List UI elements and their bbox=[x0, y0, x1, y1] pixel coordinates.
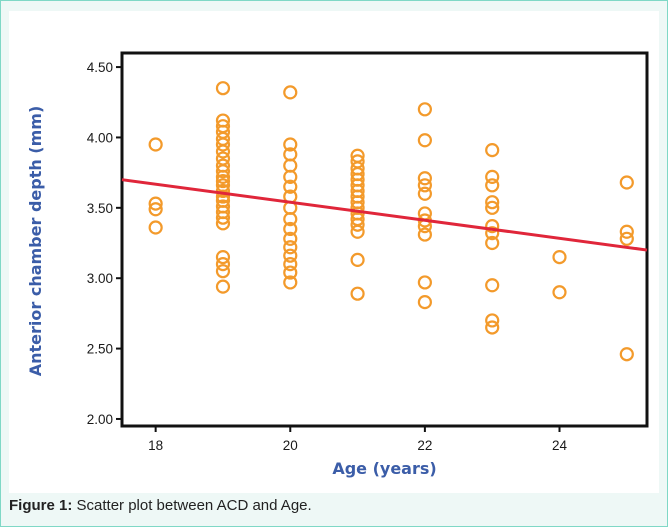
data-point bbox=[215, 144, 231, 159]
data-point bbox=[417, 295, 432, 310]
data-point bbox=[485, 143, 500, 158]
data-point bbox=[350, 286, 365, 301]
data-point bbox=[215, 189, 231, 204]
data-point bbox=[417, 133, 432, 148]
x-tick-label: 22 bbox=[417, 438, 432, 453]
data-point bbox=[283, 231, 298, 246]
data-point bbox=[215, 173, 231, 189]
data-point bbox=[485, 219, 500, 234]
x-tick-label: 24 bbox=[552, 438, 568, 453]
data-point bbox=[417, 102, 432, 117]
data-point bbox=[350, 252, 365, 268]
data-point bbox=[417, 227, 432, 242]
data-point bbox=[215, 81, 231, 96]
data-point bbox=[148, 202, 163, 217]
data-point bbox=[283, 240, 298, 255]
y-axis: 2.00 2.50 3.00 3.50 4.00 4.50 bbox=[87, 60, 122, 427]
data-point bbox=[215, 210, 231, 225]
caption-label: Figure 1: bbox=[9, 497, 73, 514]
figure-caption: Figure 1: Scatter plot between ACD and A… bbox=[9, 497, 659, 514]
data-point bbox=[619, 231, 634, 246]
data-point bbox=[215, 264, 231, 279]
y-tick-label: 3.00 bbox=[87, 271, 113, 286]
x-axis-title: Age (years) bbox=[332, 459, 436, 478]
data-point bbox=[283, 169, 298, 184]
data-point bbox=[215, 257, 231, 272]
data-point bbox=[619, 175, 634, 190]
data-point bbox=[619, 224, 634, 239]
fit-line bbox=[121, 178, 648, 252]
data-point bbox=[485, 278, 500, 293]
data-point bbox=[417, 275, 432, 290]
data-point bbox=[485, 235, 500, 251]
x-tick-label: 20 bbox=[283, 438, 298, 453]
data-point bbox=[283, 248, 298, 263]
data-point bbox=[485, 320, 500, 335]
data-point bbox=[417, 186, 432, 201]
data-point bbox=[148, 220, 163, 235]
data-point bbox=[283, 211, 298, 227]
x-tick-label: 18 bbox=[148, 438, 163, 453]
data-point bbox=[485, 195, 500, 210]
data-point bbox=[283, 221, 298, 237]
data-point bbox=[215, 279, 231, 294]
data-points bbox=[148, 81, 634, 362]
data-point bbox=[148, 137, 163, 152]
y-tick-label: 2.50 bbox=[87, 342, 113, 357]
x-axis: 18 20 22 24 bbox=[148, 426, 567, 453]
fit-line-group bbox=[121, 178, 648, 252]
data-point bbox=[552, 249, 567, 265]
data-point bbox=[619, 347, 634, 362]
data-point bbox=[485, 226, 500, 241]
data-point bbox=[485, 200, 500, 215]
data-point bbox=[350, 217, 365, 232]
data-point bbox=[215, 164, 231, 179]
data-point bbox=[215, 249, 231, 265]
y-axis-title: Anterior chamber depth (mm) bbox=[26, 106, 45, 377]
data-point bbox=[417, 178, 432, 193]
data-point bbox=[283, 275, 298, 290]
data-point bbox=[485, 169, 500, 184]
data-point bbox=[485, 178, 500, 193]
y-tick-label: 2.00 bbox=[87, 412, 113, 427]
data-point bbox=[283, 265, 298, 280]
data-point bbox=[283, 85, 298, 100]
caption-text: Scatter plot between ACD and Age. bbox=[76, 497, 312, 514]
data-point bbox=[552, 285, 567, 300]
figure-panel: 2.00 2.50 3.00 3.50 4.00 4.50 18 20 22 24 Age (y… bbox=[9, 11, 659, 493]
data-point bbox=[215, 216, 231, 231]
data-point bbox=[148, 196, 163, 211]
data-point bbox=[215, 169, 231, 184]
data-point bbox=[215, 137, 231, 152]
y-tick-label: 4.50 bbox=[87, 60, 113, 75]
y-tick-label: 3.50 bbox=[87, 201, 113, 216]
scatter-chart: 2.00 2.50 3.00 3.50 4.00 4.50 18 20 22 24 Age (y… bbox=[26, 51, 649, 478]
data-point bbox=[283, 179, 298, 194]
data-point bbox=[283, 137, 298, 152]
data-point bbox=[283, 257, 298, 272]
data-point bbox=[485, 313, 500, 328]
data-point bbox=[350, 224, 365, 239]
data-point bbox=[417, 171, 432, 186]
y-tick-label: 4.00 bbox=[87, 130, 113, 145]
